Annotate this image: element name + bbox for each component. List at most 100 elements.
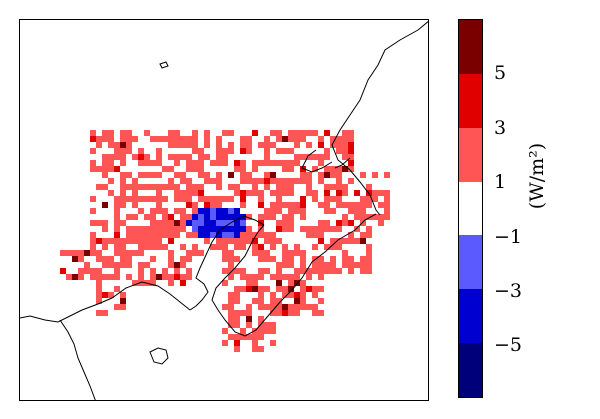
anomaly-cell [330,244,336,250]
anomaly-cell [150,268,156,274]
anomaly-cell [120,262,126,268]
anomaly-cell [72,274,78,280]
anomaly-cell [270,292,276,298]
anomaly-cell [300,202,306,208]
anomaly-cell [342,250,348,256]
anomaly-cell [72,250,78,256]
anomaly-cell [180,196,186,202]
anomaly-cell [102,166,108,172]
anomaly-cell [114,220,120,226]
anomaly-cell [192,232,198,238]
anomaly-cell [228,274,234,280]
anomaly-cell [258,304,264,310]
anomaly-cell [120,256,126,262]
anomaly-cell [96,292,102,298]
anomaly-cell [228,142,234,148]
anomaly-cell [96,298,102,304]
anomaly-cell [240,238,246,244]
anomaly-cell [180,220,186,226]
anomaly-cell [126,238,132,244]
anomaly-cell [210,160,216,166]
anomaly-cell [324,226,330,232]
anomaly-cell [288,160,294,166]
anomaly-cell [120,136,126,142]
anomaly-cell [330,238,336,244]
anomaly-cell [354,190,360,196]
anomaly-cell [336,202,342,208]
anomaly-cell [282,220,288,226]
anomaly-cell [210,214,216,220]
anomaly-cell [150,232,156,238]
anomaly-cell [312,166,318,172]
anomaly-cell [228,256,234,262]
anomaly-cell [180,274,186,280]
anomaly-cell [288,256,294,262]
anomaly-cell [318,178,324,184]
anomaly-cell [240,202,246,208]
anomaly-cell [180,226,186,232]
anomaly-cell [102,310,108,316]
anomaly-cell [294,298,300,304]
anomaly-cell [288,292,294,298]
anomaly-cell [270,238,276,244]
anomaly-cell [150,172,156,178]
anomaly-cell [222,268,228,274]
anomaly-cell [90,166,96,172]
anomaly-cell [240,160,246,166]
anomaly-cell [162,214,168,220]
anomaly-cell [204,196,210,202]
anomaly-cell [180,214,186,220]
anomaly-cell [234,286,240,292]
anomaly-cell [222,232,228,238]
anomaly-cell [126,172,132,178]
anomaly-cell [108,190,114,196]
anomaly-cell [156,238,162,244]
anomaly-cell [348,166,354,172]
anomaly-cell [306,130,312,136]
anomaly-cell [276,310,282,316]
anomaly-cell [360,208,366,214]
anomaly-cell [258,196,264,202]
anomaly-cell [138,274,144,280]
anomaly-cell [234,292,240,298]
anomaly-cell [258,268,264,274]
anomaly-cell [240,196,246,202]
anomaly-cell [360,238,366,244]
anomaly-cell [222,208,228,214]
anomaly-cell [222,160,228,166]
anomaly-cell [162,220,168,226]
map-panel [19,19,429,401]
anomaly-cell [264,232,270,238]
anomaly-cell [276,178,282,184]
anomaly-cell [276,274,282,280]
anomaly-cell [90,238,96,244]
colorbar-tick-neg3: −3 [494,280,523,302]
coastline-boso [211,213,377,337]
anomaly-cell [372,172,378,178]
anomaly-cell [264,136,270,142]
coastline-izu [59,319,96,400]
anomaly-cell [294,208,300,214]
anomaly-cell [120,220,126,226]
anomaly-cell [276,286,282,292]
anomaly-cell [126,214,132,220]
anomaly-cell [342,166,348,172]
anomaly-cell [222,148,228,154]
anomaly-cell [216,226,222,232]
anomaly-cell [276,238,282,244]
anomaly-cell [318,268,324,274]
anomaly-cell [144,244,150,250]
anomaly-cell [240,178,246,184]
anomaly-cell [258,250,264,256]
anomaly-cell [228,238,234,244]
anomaly-cell [372,190,378,196]
anomaly-cell [216,208,222,214]
anomaly-cell [192,148,198,154]
anomaly-cell [324,220,330,226]
anomaly-cell [204,178,210,184]
anomaly-cell [330,184,336,190]
anomaly-cell [342,154,348,160]
anomaly-cell [126,130,132,136]
anomaly-cell [132,232,138,238]
anomaly-cell [60,268,66,274]
